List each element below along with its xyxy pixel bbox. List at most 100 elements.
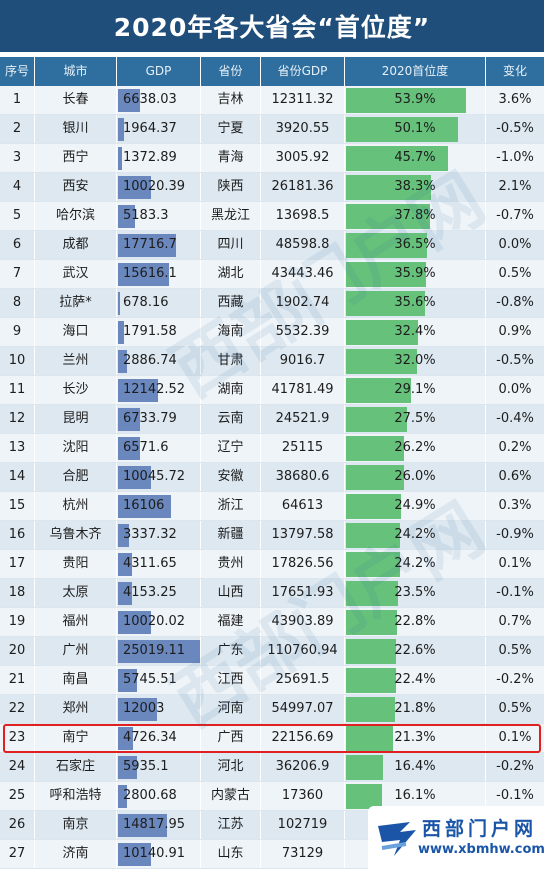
- table-row: 4 西安 10020.39 陕西 26181.36 38.3% 2.1%: [0, 173, 544, 202]
- gdp-bar: [118, 350, 128, 373]
- share-cell: 27.5%: [345, 405, 486, 433]
- province-cell: 浙江: [201, 492, 261, 520]
- rank-cell: 9: [0, 318, 35, 346]
- share-bar: [346, 407, 408, 432]
- prov-gdp-cell: 17651.93: [261, 579, 345, 607]
- rank-cell: 20: [0, 637, 35, 665]
- gdp-cell: 678.16: [117, 289, 201, 317]
- gdp-bar: [118, 698, 158, 721]
- table-row: 24 石家庄 5935.1 河北 36206.9 16.4% -0.2%: [0, 753, 544, 782]
- table-row: 20 广州 25019.11 广东 110760.94 22.6% 0.5%: [0, 637, 544, 666]
- province-cell: 山东: [201, 840, 261, 868]
- gdp-cell: 10020.39: [117, 173, 201, 201]
- gdp-bar: [118, 843, 152, 866]
- rank-cell: 4: [0, 173, 35, 201]
- city-cell: 福州: [35, 608, 117, 636]
- gdp-cell: 1964.37: [117, 115, 201, 143]
- city-cell: 南宁: [35, 724, 117, 752]
- rank-cell: 18: [0, 579, 35, 607]
- prov-gdp-cell: 64613: [261, 492, 345, 520]
- rank-cell: 22: [0, 695, 35, 723]
- change-cell: -0.5%: [496, 121, 534, 136]
- table-row: 13 沈阳 6571.6 辽宁 25115 26.2% 0.2%: [0, 434, 544, 463]
- province-cell: 贵州: [201, 550, 261, 578]
- rank-cell: 1: [0, 86, 35, 114]
- gdp-bar: [118, 669, 137, 692]
- gdp-cell: 4311.65: [117, 550, 201, 578]
- city-cell: 长沙: [35, 376, 117, 404]
- province-cell: 辽宁: [201, 434, 261, 462]
- province-cell: 安徽: [201, 463, 261, 491]
- gdp-cell: 6733.79: [117, 405, 201, 433]
- province-cell: 新疆: [201, 521, 261, 549]
- change-cell: 3.6%: [498, 92, 532, 107]
- province-cell: 河南: [201, 695, 261, 723]
- share-bar: [346, 697, 395, 722]
- rank-cell: 12: [0, 405, 35, 433]
- prov-gdp-cell: 24521.9: [261, 405, 345, 433]
- share-bar: [346, 175, 432, 200]
- table-row: 8 拉萨* 678.16 西藏 1902.74 35.6% -0.8%: [0, 289, 544, 318]
- prov-gdp-cell: 48598.8: [261, 231, 345, 259]
- rank-cell: 3: [0, 144, 35, 172]
- gdp-cell: 2800.68: [117, 782, 201, 810]
- share-cell: 32.4%: [345, 318, 486, 346]
- gdp-bar: [118, 756, 138, 779]
- share-bar: [346, 726, 394, 751]
- change-cell: -0.9%: [496, 527, 534, 542]
- prov-gdp-cell: 41781.49: [261, 376, 345, 404]
- province-cell: 青海: [201, 144, 261, 172]
- share-cell: 29.1%: [345, 376, 486, 404]
- share-cell: 35.9%: [345, 260, 486, 288]
- change-cell: 0.5%: [498, 643, 532, 658]
- share-bar: [346, 494, 402, 519]
- change-cell: -0.5%: [496, 353, 534, 368]
- prov-gdp-cell: 13698.5: [261, 202, 345, 230]
- gdp-bar: [118, 495, 171, 518]
- city-cell: 沈阳: [35, 434, 117, 462]
- rank-cell: 24: [0, 753, 35, 781]
- change-cell: -0.1%: [496, 585, 534, 600]
- logo-url: www.xbmhw.com: [418, 842, 544, 857]
- share-cell: 23.5%: [345, 579, 486, 607]
- prov-gdp-cell: 12311.32: [261, 86, 345, 114]
- city-cell: 昆明: [35, 405, 117, 433]
- gdp-cell: 2886.74: [117, 347, 201, 375]
- share-bar: [346, 146, 448, 171]
- gdp-bar: [118, 408, 141, 431]
- rank-cell: 25: [0, 782, 35, 810]
- province-cell: 广西: [201, 724, 261, 752]
- rank-cell: 21: [0, 666, 35, 694]
- share-bar: [346, 291, 426, 316]
- share-cell: 21.3%: [345, 724, 486, 752]
- rank-cell: 6: [0, 231, 35, 259]
- table-row: 21 南昌 5745.51 江西 25691.5 22.4% -0.2%: [0, 666, 544, 695]
- gdp-bar: [118, 234, 177, 257]
- prov-gdp-cell: 26181.36: [261, 173, 345, 201]
- gdp-bar: [118, 292, 121, 315]
- prov-gdp-cell: 43903.89: [261, 608, 345, 636]
- province-cell: 山西: [201, 579, 261, 607]
- share-bar: [346, 204, 431, 229]
- share-cell: 24.9%: [345, 492, 486, 520]
- province-cell: 江西: [201, 666, 261, 694]
- gdp-bar: [118, 814, 167, 837]
- rank-cell: 16: [0, 521, 35, 549]
- change-cell: 0.9%: [498, 324, 532, 339]
- change-cell: -0.2%: [496, 759, 534, 774]
- table-header: 序号 城市 GDP 省份 省份GDP 2020首位度 变化: [0, 57, 544, 86]
- change-cell: 0.6%: [498, 469, 532, 484]
- gdp-cell: 6571.6: [117, 434, 201, 462]
- gdp-cell: 14817.95: [117, 811, 201, 839]
- share-cell: 22.8%: [345, 608, 486, 636]
- gdp-bar: [118, 785, 128, 808]
- table-row: 15 杭州 16106 浙江 64613 24.9% 0.3%: [0, 492, 544, 521]
- share-cell: 37.8%: [345, 202, 486, 230]
- change-cell: -0.8%: [496, 295, 534, 310]
- prov-gdp-cell: 17360: [261, 782, 345, 810]
- city-cell: 合肥: [35, 463, 117, 491]
- table-row: 5 哈尔滨 5183.3 黑龙江 13698.5 37.8% -0.7%: [0, 202, 544, 231]
- city-cell: 武汉: [35, 260, 117, 288]
- change-cell: -0.2%: [496, 672, 534, 687]
- share-bar: [346, 262, 426, 287]
